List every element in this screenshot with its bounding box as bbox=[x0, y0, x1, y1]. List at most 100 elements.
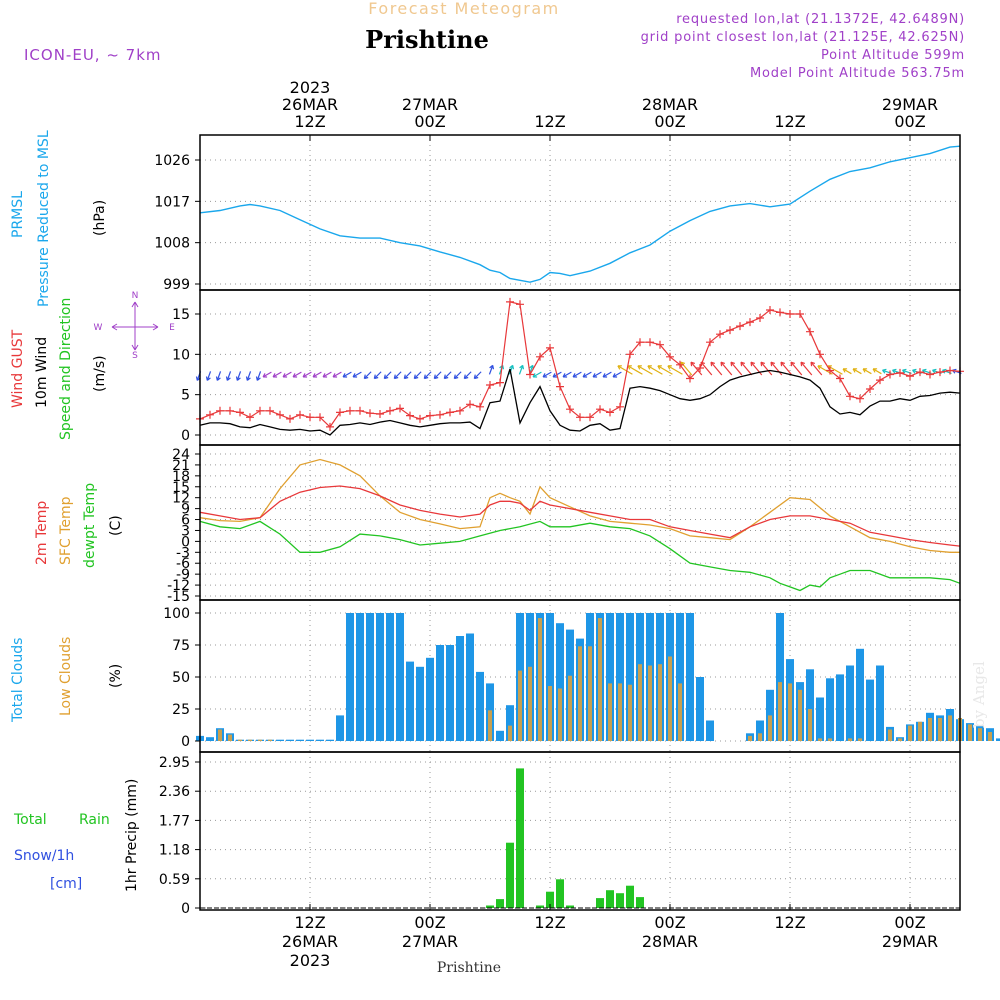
wind-arrow-head bbox=[790, 361, 795, 367]
low-cloud-bar bbox=[628, 684, 632, 741]
low-cloud-bar bbox=[598, 618, 602, 741]
wind-gust-marker bbox=[456, 406, 464, 415]
total-cloud-bar bbox=[876, 665, 884, 741]
wind-gust-marker bbox=[586, 413, 594, 422]
wind-arrow-head bbox=[322, 373, 328, 378]
low-cloud-bar bbox=[678, 683, 682, 741]
wind-gust-marker bbox=[856, 394, 864, 403]
total-cloud-bar bbox=[856, 648, 864, 741]
wind-direction-arrow bbox=[262, 371, 272, 378]
wind-arrow-head bbox=[403, 374, 409, 380]
wind-direction-arrow bbox=[617, 365, 633, 375]
pressure-unit: (hPa) bbox=[92, 200, 108, 236]
wind-arrow-head bbox=[562, 373, 568, 378]
precip-snow-label: Snow/1h bbox=[14, 848, 74, 864]
wind-direction-arrow bbox=[760, 361, 773, 376]
low-cloud-bar bbox=[518, 670, 522, 741]
temp-tick-label: -9 bbox=[176, 567, 190, 583]
wind-gust-marker bbox=[326, 422, 334, 431]
sfc-temp-line bbox=[199, 458, 960, 553]
top-time-label: 2023 bbox=[290, 78, 331, 97]
wind-direction-arrow bbox=[518, 365, 524, 375]
wind-gust-marker bbox=[776, 308, 784, 317]
rain-bar bbox=[606, 890, 614, 908]
wind-gust-marker bbox=[916, 368, 924, 377]
wind-direction-arrow bbox=[413, 371, 422, 379]
wind-direction-arrow bbox=[373, 371, 382, 379]
pressure-tick-label: 1008 bbox=[154, 236, 190, 252]
wind-gust-marker bbox=[796, 310, 804, 318]
wind-gust-marker bbox=[486, 381, 494, 389]
wind-direction-arrow bbox=[463, 371, 472, 379]
wind-arrow-head bbox=[383, 374, 389, 380]
total-cloud-bar bbox=[756, 720, 764, 741]
wind-arrow-head bbox=[780, 361, 785, 367]
wind-direction-arrow bbox=[488, 365, 494, 375]
wind-arrow-head bbox=[617, 365, 622, 370]
wind-gust-marker bbox=[726, 326, 734, 335]
low-cloud-bar bbox=[748, 735, 752, 741]
top-time-label: 00Z bbox=[654, 112, 685, 131]
wind-gust-marker bbox=[746, 318, 754, 327]
total-cloud-bar bbox=[686, 613, 694, 741]
wind-arrow-head bbox=[433, 374, 439, 380]
wind-arrow-head bbox=[352, 373, 358, 378]
point-altitude: Point Altitude 599m bbox=[821, 48, 965, 63]
wind-gust-marker bbox=[416, 414, 424, 423]
low-cloud-bar bbox=[238, 739, 242, 741]
wind-direction-arrow bbox=[542, 371, 552, 378]
temp-tick-label: 0 bbox=[181, 534, 190, 550]
wind-gust-marker bbox=[786, 310, 794, 318]
wind-tick-label: 15 bbox=[172, 307, 190, 323]
product-title: Forecast Meteogram bbox=[368, 0, 559, 18]
low-cloud-bar bbox=[558, 688, 562, 741]
wind-direction-arrow bbox=[332, 371, 342, 378]
wind-arrow-head bbox=[582, 373, 588, 378]
wind-gust-marker bbox=[476, 402, 484, 411]
wind-tick-label: 0 bbox=[181, 428, 190, 444]
wind-arrow-head bbox=[740, 361, 745, 367]
footer-location: Prishtine bbox=[437, 960, 501, 976]
wind-gust-marker bbox=[266, 406, 274, 415]
wind-arrow-head bbox=[810, 361, 815, 367]
cloud-tick-label: 25 bbox=[172, 702, 190, 718]
wind-gust-marker bbox=[366, 409, 374, 418]
wind-direction-arrow bbox=[637, 365, 653, 375]
requested-coords: requested lon,lat (21.1372E, 42.6489N) bbox=[676, 12, 965, 27]
wind-gust-marker bbox=[546, 343, 554, 352]
top-time-label: 00Z bbox=[894, 112, 925, 131]
cloud-tick-label: 75 bbox=[172, 638, 190, 654]
model-altitude: Model Point Altitude 563.75m bbox=[750, 66, 965, 81]
wind-direction-arrow bbox=[862, 368, 872, 375]
total-cloud-bar bbox=[396, 613, 404, 741]
wind-direction-arrow bbox=[562, 371, 572, 378]
wind-arrow-head bbox=[225, 376, 231, 381]
wind-arrow-head bbox=[842, 368, 848, 373]
total-cloud-bar bbox=[696, 677, 704, 741]
wind-gust-marker bbox=[496, 378, 504, 387]
wind-arrow-head bbox=[882, 368, 887, 374]
wind-10m-label: 10m Wind bbox=[34, 337, 50, 408]
wind-gust-marker bbox=[896, 368, 904, 377]
wind-direction-arrow bbox=[508, 365, 514, 375]
top-time-label: 12Z bbox=[774, 112, 805, 131]
wind-arrow-head bbox=[272, 373, 278, 378]
wind-gust-marker bbox=[306, 413, 314, 422]
wind-gust-marker bbox=[886, 370, 894, 379]
wind-gust-marker bbox=[436, 410, 444, 419]
total-cloud-bar bbox=[326, 739, 334, 741]
wind-gust-marker bbox=[906, 372, 914, 381]
total-cloud-bar bbox=[606, 613, 614, 741]
total-cloud-bar bbox=[416, 666, 424, 741]
wind-gust-marker bbox=[876, 376, 884, 385]
dewpt-line bbox=[199, 520, 961, 592]
wind-direction-arrow bbox=[572, 371, 582, 378]
low-cloud-bar bbox=[608, 683, 612, 741]
total-cloud-bar bbox=[286, 739, 294, 741]
wind-tick-label: 5 bbox=[181, 388, 190, 404]
rain-bar bbox=[496, 899, 504, 908]
precip-tick-label: 1.77 bbox=[159, 813, 190, 829]
low-cloud-bar bbox=[538, 618, 542, 741]
compass-west: W bbox=[94, 323, 103, 333]
